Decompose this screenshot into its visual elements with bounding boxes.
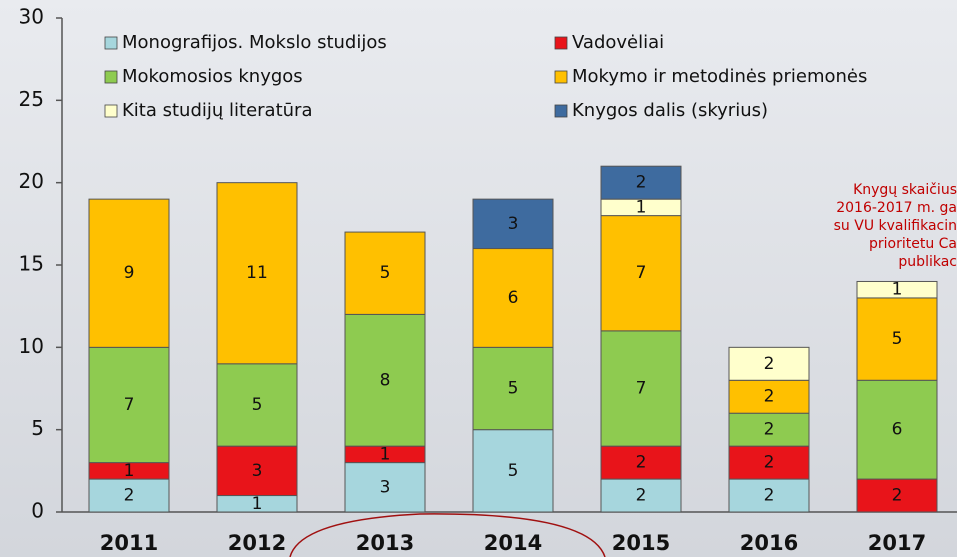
value-label: 1 — [636, 197, 647, 217]
value-label: 2 — [636, 486, 647, 506]
bar-segment — [856, 280, 938, 299]
value-label: 7 — [636, 379, 647, 399]
y-tick-label: 25 — [19, 87, 44, 111]
bar-segment — [216, 182, 298, 365]
value-label: 1 — [124, 461, 135, 481]
y-tick-label: 10 — [19, 334, 44, 358]
bar-segment — [344, 231, 426, 315]
x-tick-label: 2016 — [740, 531, 798, 555]
bar-segment — [344, 462, 426, 513]
value-label: 2 — [636, 173, 647, 193]
bar-segment — [600, 445, 682, 480]
bar-segment — [600, 215, 682, 332]
value-label: 2 — [124, 486, 135, 506]
legend-swatch — [104, 104, 118, 118]
value-label: 2 — [764, 354, 775, 374]
annotation: Knygų skaičius — [853, 182, 957, 198]
value-label: 6 — [892, 420, 903, 440]
annotation: prioritetu Ca — [869, 236, 957, 252]
value-label: 2 — [764, 486, 775, 506]
legend-label: Vadovėliai — [572, 32, 664, 53]
bar-segment — [88, 346, 170, 464]
bar-segment — [728, 379, 810, 414]
x-tick-label: 2013 — [356, 531, 414, 555]
value-label: 5 — [252, 395, 263, 415]
value-label: 1 — [252, 494, 263, 514]
bar-segment — [728, 478, 810, 513]
legend-label: Knygos dalis (skyrius) — [572, 100, 768, 121]
annotation: publikac — [898, 254, 957, 270]
bar-segment — [856, 478, 938, 513]
bar-segment — [472, 346, 554, 431]
legend-swatch — [104, 70, 118, 84]
value-label: 9 — [124, 263, 135, 283]
value-label: 8 — [380, 370, 391, 390]
value-label: 5 — [508, 461, 519, 481]
bar-segment — [472, 248, 554, 348]
value-label: 5 — [892, 329, 903, 349]
value-label: 7 — [124, 395, 135, 415]
x-tick-label: 2012 — [228, 531, 286, 555]
legend-swatch — [104, 36, 118, 50]
value-label: 2 — [636, 453, 647, 473]
bar-segment — [88, 478, 170, 513]
value-label: 6 — [508, 288, 519, 308]
bar-segment — [728, 346, 810, 381]
legend-label: Kita studijų literatūra — [122, 100, 312, 121]
legend-swatch — [554, 36, 568, 50]
value-label: 2 — [764, 420, 775, 440]
value-label: 3 — [508, 214, 519, 234]
value-label: 5 — [380, 263, 391, 283]
y-tick-label: 20 — [19, 169, 44, 193]
x-tick-label: 2014 — [484, 531, 542, 555]
bar-segment — [856, 297, 938, 381]
legend-label: Monografijos. Mokslo studijos — [122, 32, 387, 53]
bar-segment — [856, 379, 938, 480]
y-tick-label: 0 — [31, 499, 44, 523]
x-tick-label: 2011 — [100, 531, 158, 555]
value-label: 1 — [892, 280, 903, 300]
x-tick-label: 2017 — [868, 531, 926, 555]
value-label: 2 — [892, 486, 903, 506]
bar-segment — [600, 330, 682, 447]
y-tick-label: 30 — [19, 5, 44, 29]
bar-segment — [728, 412, 810, 447]
value-label: 5 — [508, 379, 519, 399]
value-label: 3 — [380, 477, 391, 497]
value-label: 11 — [246, 263, 268, 283]
bar-segment — [216, 363, 298, 447]
legend-swatch — [554, 104, 568, 118]
bar-segment — [600, 165, 682, 200]
value-label: 1 — [380, 444, 391, 464]
value-label: 2 — [764, 387, 775, 407]
bar-segment — [600, 478, 682, 513]
highlight-ellipse — [289, 513, 606, 557]
bar-segment — [472, 429, 554, 513]
legend-swatch — [554, 70, 568, 84]
bar-segment — [88, 198, 170, 348]
x-tick-label: 2015 — [612, 531, 670, 555]
annotation: 2016-2017 m. ga — [836, 200, 957, 216]
bar-segment — [216, 445, 298, 497]
y-tick-label: 5 — [31, 416, 44, 440]
y-tick-label: 15 — [19, 252, 44, 276]
legend-label: Mokomosios knygos — [122, 66, 303, 87]
bar-segment — [728, 445, 810, 480]
legend-label: Mokymo ir metodinės priemonės — [572, 66, 867, 87]
bar-segment — [472, 198, 554, 250]
annotation: su VU kvalifikacin — [834, 218, 957, 234]
value-label: 7 — [636, 263, 647, 283]
value-label: 2 — [764, 453, 775, 473]
value-label: 3 — [252, 461, 263, 481]
